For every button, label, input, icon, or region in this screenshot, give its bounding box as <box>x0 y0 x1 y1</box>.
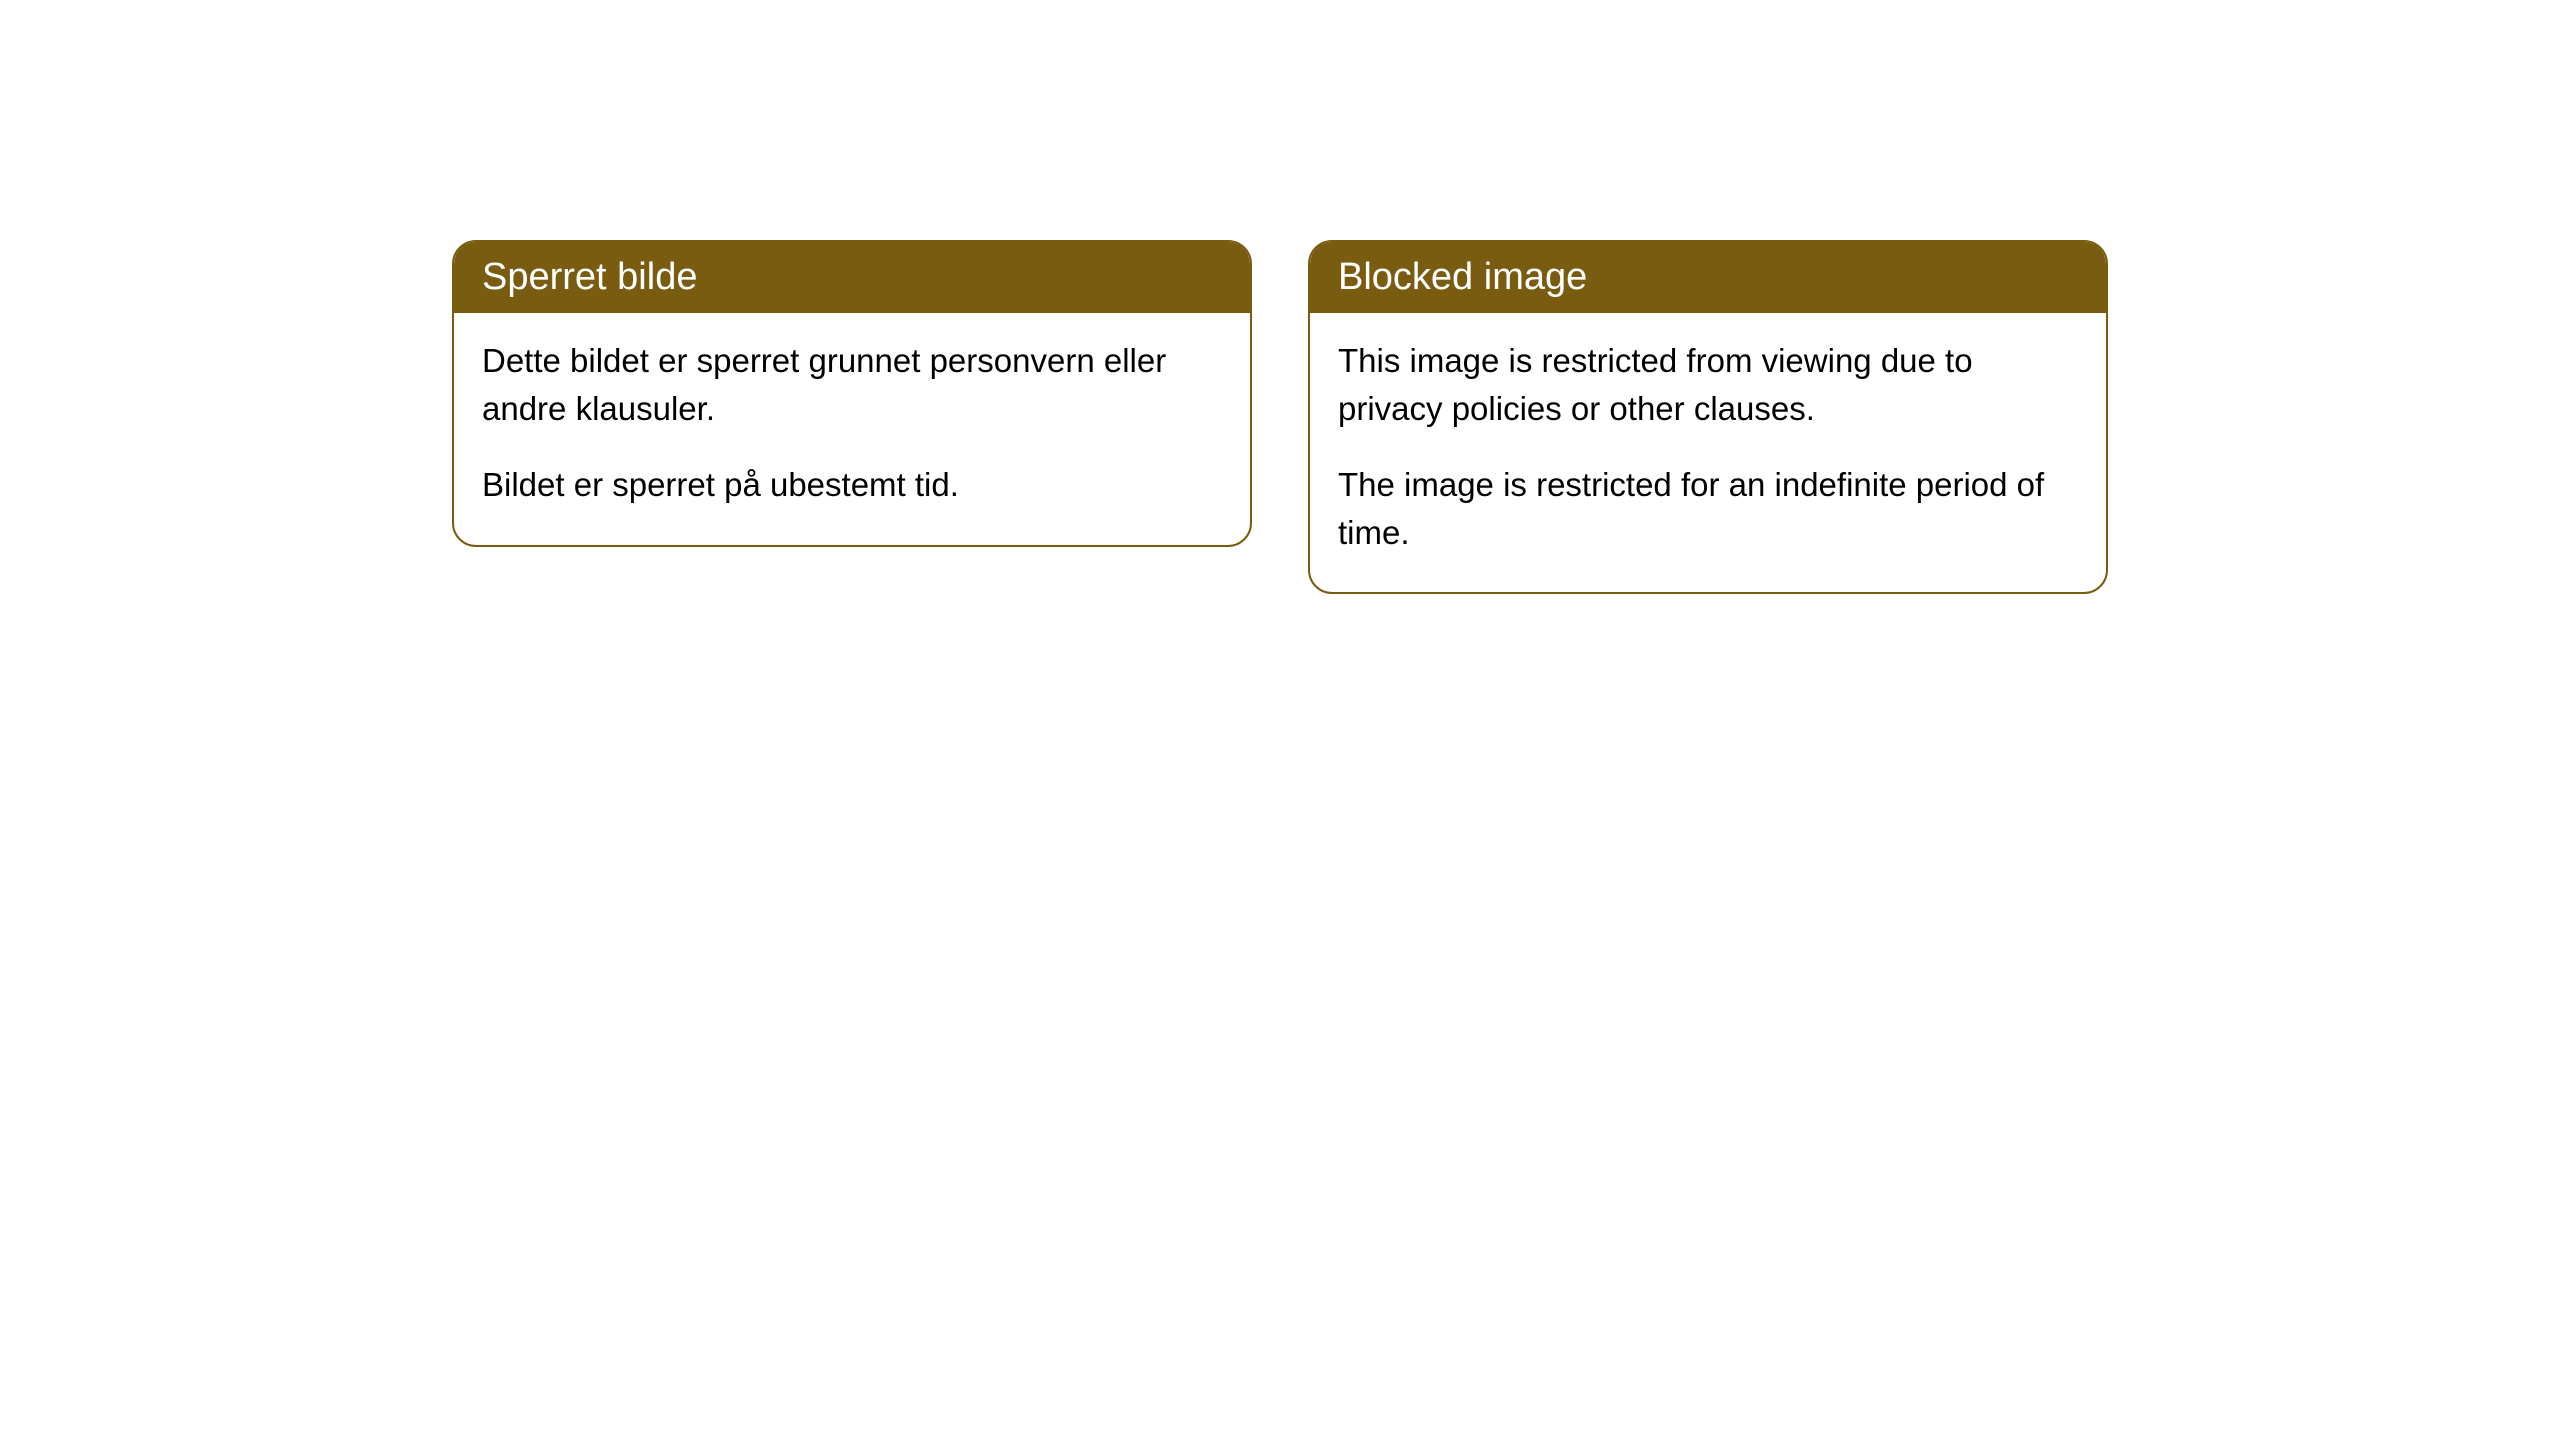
blocked-image-card-norwegian: Sperret bilde Dette bildet er sperret gr… <box>452 240 1252 547</box>
card-text-line-1: This image is restricted from viewing du… <box>1338 337 2078 433</box>
card-title: Sperret bilde <box>454 242 1250 313</box>
card-body: Dette bildet er sperret grunnet personve… <box>454 313 1250 545</box>
card-text-line-1: Dette bildet er sperret grunnet personve… <box>482 337 1222 433</box>
card-title: Blocked image <box>1310 242 2106 313</box>
card-text-line-2: The image is restricted for an indefinit… <box>1338 461 2078 557</box>
card-body: This image is restricted from viewing du… <box>1310 313 2106 592</box>
blocked-image-card-english: Blocked image This image is restricted f… <box>1308 240 2108 594</box>
card-text-line-2: Bildet er sperret på ubestemt tid. <box>482 461 1222 509</box>
